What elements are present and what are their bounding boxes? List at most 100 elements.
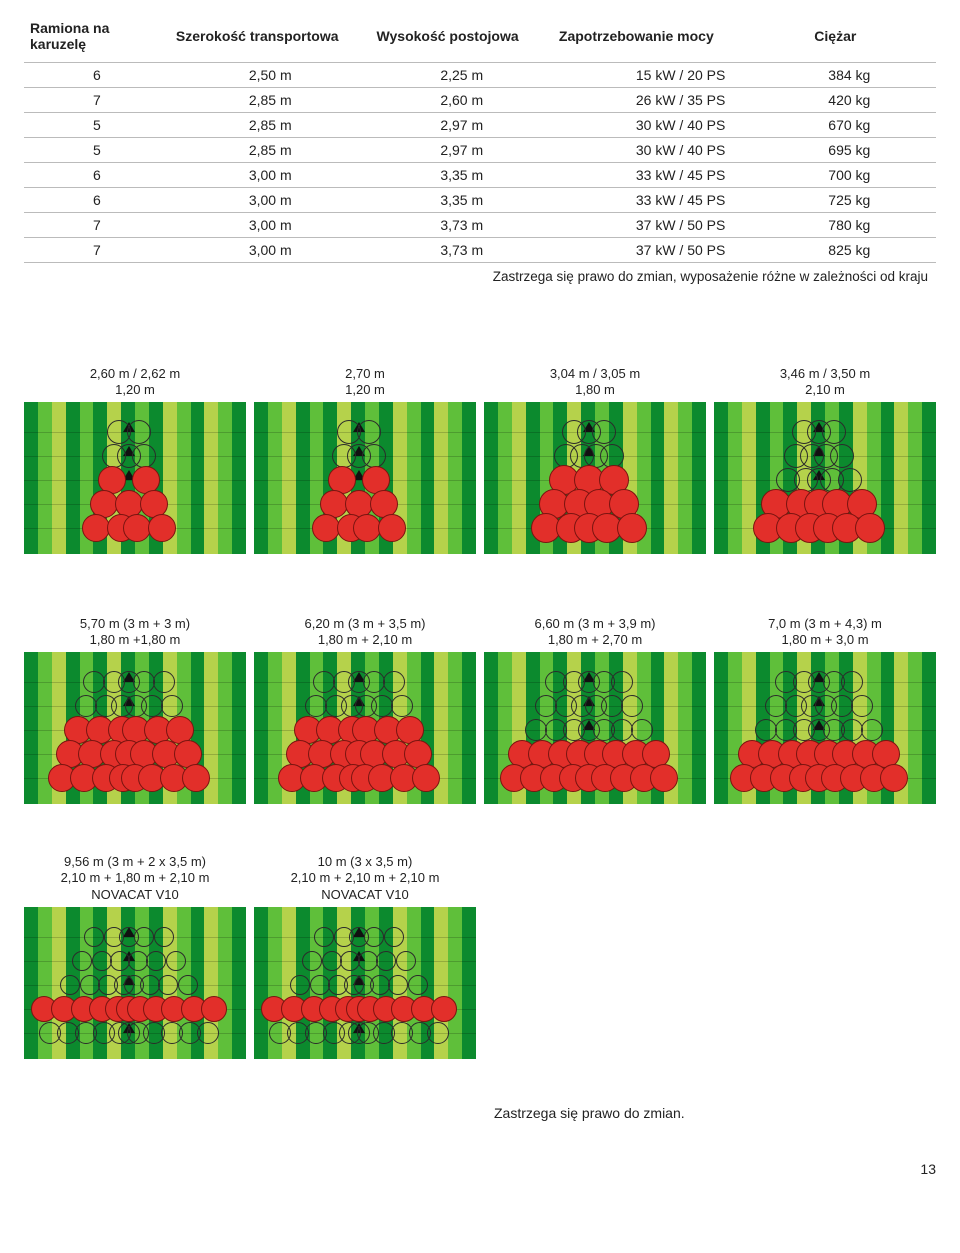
th-arms: Ramiona na karuzelę bbox=[24, 16, 170, 63]
panel-label-line: 7,0 m (3 m + 4,3) m bbox=[716, 616, 934, 632]
table-row: 63,00 m3,35 m33 kW / 45 PS700 kg bbox=[24, 163, 936, 188]
swath-diagram bbox=[714, 652, 936, 804]
panel-label-line: 1,80 m + 2,70 m bbox=[486, 632, 704, 648]
spec-table: Ramiona na karuzelę Szerokość transporto… bbox=[24, 16, 936, 263]
table-cell: 6 bbox=[24, 188, 170, 213]
panel-labels: 6,20 m (3 m + 3,5 m)1,80 m + 2,10 m bbox=[254, 604, 476, 652]
panel-labels: 2,70 m1,20 m bbox=[254, 354, 476, 402]
table-cell: 3,35 m bbox=[371, 188, 553, 213]
swath-diagram bbox=[484, 652, 706, 804]
panel-label-line: 3,46 m / 3,50 m bbox=[716, 366, 934, 382]
panel-label-line: 1,80 m + 2,10 m bbox=[256, 632, 474, 648]
panel-labels: 6,60 m (3 m + 3,9 m)1,80 m + 2,70 m bbox=[484, 604, 706, 652]
diagram-panel: 2,60 m / 2,62 m1,20 m bbox=[24, 354, 246, 554]
table-cell: 3,73 m bbox=[371, 213, 553, 238]
table-cell: 2,85 m bbox=[170, 138, 371, 163]
diagram-panel: 3,04 m / 3,05 m1,80 m bbox=[484, 354, 706, 554]
diagram-panel: 3,46 m / 3,50 m2,10 m bbox=[714, 354, 936, 554]
table-row: 72,85 m2,60 m26 kW / 35 PS420 kg bbox=[24, 88, 936, 113]
table-cell: 3,00 m bbox=[170, 188, 371, 213]
footer-note: Zastrzega się prawo do zmian. bbox=[24, 1105, 936, 1121]
table-row: 52,85 m2,97 m30 kW / 40 PS670 kg bbox=[24, 113, 936, 138]
panel-labels: 5,70 m (3 m + 3 m)1,80 m +1,80 m bbox=[24, 604, 246, 652]
table-cell: 725 kg bbox=[808, 188, 936, 213]
swath-diagram bbox=[254, 402, 476, 554]
diagram-panel: 9,56 m (3 m + 2 x 3,5 m)2,10 m + 1,80 m … bbox=[24, 854, 246, 1059]
panel-label-line: 1,20 m bbox=[256, 382, 474, 398]
table-cell: 2,85 m bbox=[170, 113, 371, 138]
diagram-panel: 10 m (3 x 3,5 m)2,10 m + 2,10 m + 2,10 m… bbox=[254, 854, 476, 1059]
panel-labels: 3,46 m / 3,50 m2,10 m bbox=[714, 354, 936, 402]
th-width: Szerokość transportowa bbox=[170, 16, 371, 63]
table-cell: 2,50 m bbox=[170, 63, 371, 88]
diagram-panel: 7,0 m (3 m + 4,3) m1,80 m + 3,0 m bbox=[714, 604, 936, 804]
table-cell: 2,85 m bbox=[170, 88, 371, 113]
panel-label-line: 6,20 m (3 m + 3,5 m) bbox=[256, 616, 474, 632]
diagram-panel: 6,20 m (3 m + 3,5 m)1,80 m + 2,10 m bbox=[254, 604, 476, 804]
panel-label-line: 6,60 m (3 m + 3,9 m) bbox=[486, 616, 704, 632]
table-cell: 33 kW / 45 PS bbox=[553, 188, 808, 213]
table-header-row: Ramiona na karuzelę Szerokość transporto… bbox=[24, 16, 936, 63]
panel-label-line: 10 m (3 x 3,5 m) bbox=[256, 854, 474, 870]
table-cell: 15 kW / 20 PS bbox=[553, 63, 808, 88]
table-cell: 3,00 m bbox=[170, 238, 371, 263]
table-cell: 3,35 m bbox=[371, 163, 553, 188]
table-row: 52,85 m2,97 m30 kW / 40 PS695 kg bbox=[24, 138, 936, 163]
table-cell: 2,97 m bbox=[371, 113, 553, 138]
swath-diagram bbox=[254, 652, 476, 804]
th-height: Wysokość postojowa bbox=[371, 16, 553, 63]
table-cell: 3,73 m bbox=[371, 238, 553, 263]
table-cell: 30 kW / 40 PS bbox=[553, 113, 808, 138]
panel-label-line: 2,10 m + 1,80 m + 2,10 m bbox=[26, 870, 244, 886]
table-cell: 700 kg bbox=[808, 163, 936, 188]
panel-label-line: 9,56 m (3 m + 2 x 3,5 m) bbox=[26, 854, 244, 870]
table-cell: 825 kg bbox=[808, 238, 936, 263]
table-cell: 2,60 m bbox=[371, 88, 553, 113]
table-cell: 420 kg bbox=[808, 88, 936, 113]
panel-label-line: 2,10 m + 2,10 m + 2,10 m bbox=[256, 870, 474, 886]
table-cell: 670 kg bbox=[808, 113, 936, 138]
table-row: 62,50 m2,25 m15 kW / 20 PS384 kg bbox=[24, 63, 936, 88]
panel-label-line: 1,80 m + 3,0 m bbox=[716, 632, 934, 648]
page-number: 13 bbox=[24, 1121, 936, 1177]
table-cell: 695 kg bbox=[808, 138, 936, 163]
panel-label-line: 5,70 m (3 m + 3 m) bbox=[26, 616, 244, 632]
panel-label-line: 2,10 m bbox=[716, 382, 934, 398]
panel-labels: 9,56 m (3 m + 2 x 3,5 m)2,10 m + 1,80 m … bbox=[24, 854, 246, 907]
panel-label-line: 2,60 m / 2,62 m bbox=[26, 366, 244, 382]
panel-label-line: 1,80 m bbox=[486, 382, 704, 398]
table-cell: 2,25 m bbox=[371, 63, 553, 88]
panel-label-line: 1,80 m +1,80 m bbox=[26, 632, 244, 648]
table-cell: 3,00 m bbox=[170, 213, 371, 238]
table-cell: 384 kg bbox=[808, 63, 936, 88]
swath-diagram bbox=[714, 402, 936, 554]
panel-label-line: 3,04 m / 3,05 m bbox=[486, 366, 704, 382]
table-cell: 30 kW / 40 PS bbox=[553, 138, 808, 163]
table-cell: 780 kg bbox=[808, 213, 936, 238]
table-cell: 37 kW / 50 PS bbox=[553, 213, 808, 238]
table-cell: 7 bbox=[24, 88, 170, 113]
diagram-panel: 2,70 m1,20 m bbox=[254, 354, 476, 554]
panel-label-line: NOVACAT V10 bbox=[26, 887, 244, 903]
disclaimer-text: Zastrzega się prawo do zmian, wyposażeni… bbox=[24, 263, 936, 284]
panel-labels: 10 m (3 x 3,5 m)2,10 m + 2,10 m + 2,10 m… bbox=[254, 854, 476, 907]
panel-label-line: NOVACAT V10 bbox=[256, 887, 474, 903]
diagram-panel: 5,70 m (3 m + 3 m)1,80 m +1,80 m bbox=[24, 604, 246, 804]
panel-labels: 7,0 m (3 m + 4,3) m1,80 m + 3,0 m bbox=[714, 604, 936, 652]
swath-diagram bbox=[24, 652, 246, 804]
th-weight: Ciężar bbox=[808, 16, 936, 63]
swath-diagram bbox=[254, 907, 476, 1059]
swath-diagram bbox=[24, 402, 246, 554]
panel-label-line: 1,20 m bbox=[26, 382, 244, 398]
table-cell: 2,97 m bbox=[371, 138, 553, 163]
panel-label-line: 2,70 m bbox=[256, 366, 474, 382]
table-row: 63,00 m3,35 m33 kW / 45 PS725 kg bbox=[24, 188, 936, 213]
panel-labels: 3,04 m / 3,05 m1,80 m bbox=[484, 354, 706, 402]
table-cell: 7 bbox=[24, 238, 170, 263]
diagram-panel: 6,60 m (3 m + 3,9 m)1,80 m + 2,70 m bbox=[484, 604, 706, 804]
th-power: Zapotrzebowanie mocy bbox=[553, 16, 808, 63]
table-row: 73,00 m3,73 m37 kW / 50 PS780 kg bbox=[24, 213, 936, 238]
table-row: 73,00 m3,73 m37 kW / 50 PS825 kg bbox=[24, 238, 936, 263]
table-cell: 26 kW / 35 PS bbox=[553, 88, 808, 113]
table-cell: 5 bbox=[24, 138, 170, 163]
